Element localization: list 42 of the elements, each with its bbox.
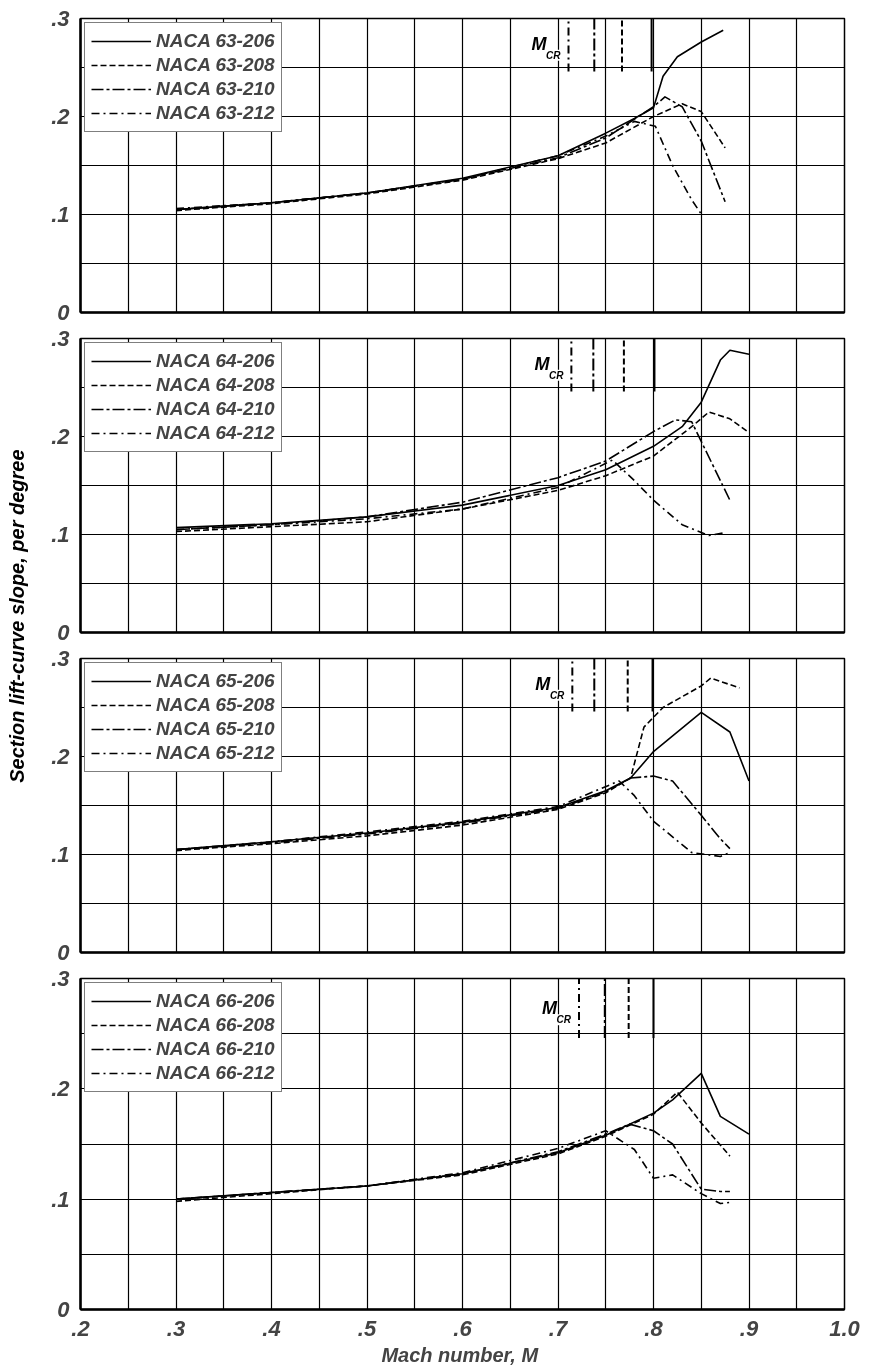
legend-label: NACA 64-210 — [156, 397, 275, 421]
y-tick-label: .3 — [51, 6, 70, 31]
y-tick-label: 0 — [57, 940, 71, 965]
y-tick-label: .1 — [51, 1186, 70, 1212]
legend-label: NACA 64-206 — [156, 349, 275, 373]
y-tick-label: .3 — [51, 326, 70, 351]
legend-label: NACA 64-212 — [156, 421, 275, 445]
y-tick-label: .2 — [51, 424, 71, 449]
y-tick-label: .2 — [51, 1076, 71, 1102]
y-tick-label: .3 — [51, 646, 70, 671]
x-tick-label: .5 — [357, 1315, 377, 1341]
legend-label: NACA 66-208 — [156, 1013, 275, 1037]
y-tick-label: .2 — [51, 744, 71, 769]
legend-label: NACA 66-206 — [156, 989, 275, 1013]
y-tick-label: 0 — [57, 1297, 71, 1322]
y-tick-label: .1 — [51, 202, 70, 227]
legend-label: NACA 63-208 — [156, 53, 275, 77]
legend-label: NACA 63-212 — [156, 101, 275, 125]
legend-label: NACA 65-212 — [156, 741, 275, 765]
x-tick-label: .6 — [453, 1315, 473, 1341]
legend-label: NACA 64-208 — [156, 373, 275, 397]
y-tick-label: .3 — [51, 966, 70, 991]
legend-label: NACA 66-212 — [156, 1061, 275, 1085]
y-tick-label: .1 — [51, 842, 70, 867]
y-tick-label: 0 — [57, 620, 71, 645]
x-tick-label: .9 — [739, 1315, 759, 1341]
x-tick-label: .8 — [644, 1315, 664, 1341]
legend-label: NACA 63-210 — [156, 77, 275, 101]
x-tick-label: .4 — [262, 1315, 281, 1341]
y-tick-label: .1 — [51, 522, 70, 547]
legend-label: NACA 65-208 — [156, 693, 275, 717]
legend-label: NACA 65-210 — [156, 717, 275, 741]
y-tick-label: 0 — [57, 300, 71, 325]
x-tick-label: .7 — [548, 1315, 569, 1341]
y-axis-title: Section lift-curve slope, per degree — [6, 449, 29, 783]
legend-label: NACA 65-206 — [156, 669, 275, 693]
legend-label: NACA 66-210 — [156, 1037, 275, 1061]
x-tick-label: .3 — [166, 1315, 186, 1341]
y-tick-label: .2 — [51, 104, 71, 129]
x-tick-label: 1.0 — [829, 1315, 861, 1341]
x-axis-title: Mach number, M — [381, 1343, 540, 1366]
legend-label: NACA 63-206 — [156, 29, 275, 53]
